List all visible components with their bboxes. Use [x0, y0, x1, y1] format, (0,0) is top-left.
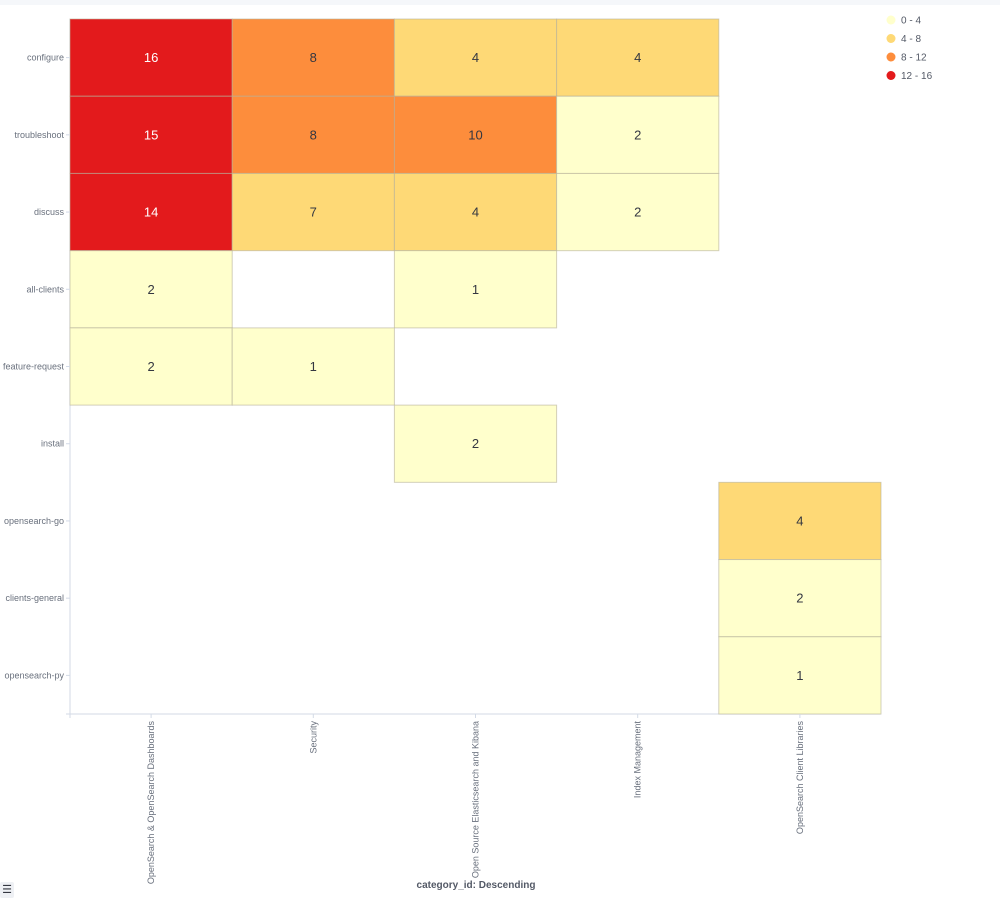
heatmap-cell[interactable]: [556, 172, 720, 252]
cell-value-label: 2: [147, 359, 154, 374]
legend-swatch: [886, 71, 896, 80]
cell-value-label: 7: [310, 205, 317, 220]
legend-swatch: [886, 15, 896, 25]
cell-value-label: 2: [796, 591, 803, 606]
heatmap-cell[interactable]: [556, 95, 720, 174]
y-tick-label: opensearch-py: [4, 670, 64, 680]
heatmap-cell[interactable]: [718, 481, 882, 561]
y-tick-label: discuss: [34, 207, 65, 217]
legend-item[interactable]: 12 - 16: [886, 71, 933, 82]
cell-value-label: 4: [472, 205, 479, 220]
x-tick-label: Open Source Elasticsearch and Kibana: [471, 721, 481, 878]
legend-label: 12 - 16: [901, 71, 933, 82]
heatmap-cell[interactable]: [556, 18, 720, 97]
cell-value-label: 2: [634, 205, 641, 220]
heatmap-cell[interactable]: [393, 250, 558, 329]
cell-value-label: 2: [472, 436, 479, 451]
heatmap-cell[interactable]: [69, 250, 233, 329]
y-tick-label: clients-general: [5, 593, 64, 603]
x-tick-label: Index Management: [633, 721, 643, 799]
y-tick-label: configure: [27, 53, 64, 63]
heatmap-cell[interactable]: [231, 327, 395, 406]
cell-value-label: 1: [796, 668, 803, 683]
cell-value-label: 4: [796, 513, 803, 528]
heatmap-cell[interactable]: [393, 18, 558, 97]
y-tick-label: all-clients: [26, 284, 64, 294]
heatmap-cell[interactable]: [718, 636, 882, 715]
cell-value-label: 1: [472, 282, 479, 297]
cell-value-label: 10: [468, 127, 482, 142]
cell-value-label: 15: [144, 127, 158, 142]
x-tick-label: Security: [308, 721, 318, 754]
y-tick-label: feature-request: [3, 362, 65, 372]
heatmap-cell[interactable]: [69, 172, 233, 252]
legend-swatch: [886, 34, 896, 43]
cell-value-label: 14: [144, 205, 158, 220]
legend-label: 8 - 12: [901, 53, 927, 64]
legend-item[interactable]: 8 - 12: [886, 52, 928, 64]
cell-value-label: 8: [310, 127, 317, 142]
cell-value-label: 4: [634, 50, 641, 65]
cell-value-label: 8: [310, 50, 317, 65]
heatmap-cell[interactable]: [718, 559, 882, 638]
cell-value-label: 1: [310, 359, 317, 374]
heatmap-cell[interactable]: [393, 172, 558, 252]
x-tick-label: OpenSearch Client Libraries: [795, 721, 805, 835]
cell-value-label: 2: [634, 127, 641, 142]
y-tick-label: install: [41, 439, 64, 449]
heatmap-cell[interactable]: [231, 95, 395, 174]
legend-toggle-button[interactable]: ☰: [0, 882, 14, 898]
legend-item[interactable]: 0 - 4: [886, 15, 922, 27]
legend-label: 4 - 8: [901, 34, 921, 45]
cell-value-label: 16: [144, 50, 158, 65]
x-axis-title: category_id: Descending: [417, 880, 536, 891]
y-tick-label: troubleshoot: [14, 130, 64, 140]
heatmap-cell[interactable]: [393, 404, 558, 483]
legend-label: 0 - 4: [901, 16, 921, 27]
legend-swatch: [886, 52, 896, 62]
heatmap-cell[interactable]: [393, 95, 558, 174]
x-tick-label: OpenSearch & OpenSearch Dashboards: [146, 721, 156, 885]
top-bar: [0, 0, 1000, 5]
heatmap-cell[interactable]: [69, 327, 233, 406]
cell-value-label: 4: [472, 50, 479, 65]
legend-item[interactable]: 4 - 8: [886, 34, 922, 45]
y-tick-label: opensearch-go: [4, 516, 64, 526]
list-icon: ☰: [2, 884, 12, 896]
cell-value-label: 2: [147, 282, 154, 297]
